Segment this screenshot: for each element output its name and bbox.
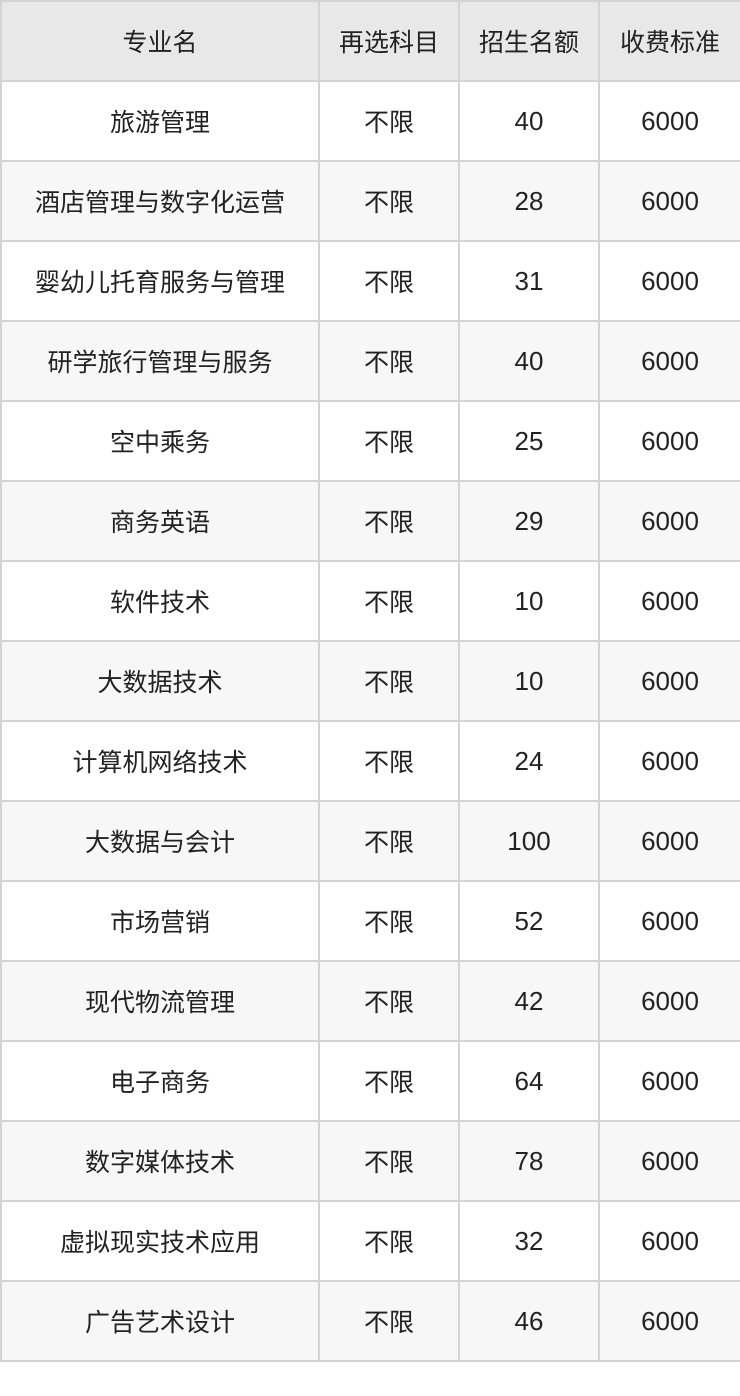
fee-cell: 6000: [598, 80, 740, 162]
subject-requirement-cell: 不限: [318, 640, 460, 722]
quota-cell: 40: [458, 80, 600, 162]
header-quota: 招生名额: [458, 0, 600, 82]
table-row: 商务英语 不限 29 6000: [0, 480, 740, 562]
quota-cell: 100: [458, 800, 600, 882]
quota-cell: 78: [458, 1120, 600, 1202]
major-name-cell: 婴幼儿托育服务与管理: [0, 240, 320, 322]
subject-requirement-cell: 不限: [318, 80, 460, 162]
table-row: 酒店管理与数字化运营 不限 28 6000: [0, 160, 740, 242]
header-subjects: 再选科目: [318, 0, 460, 82]
subject-requirement-cell: 不限: [318, 1280, 460, 1362]
quota-cell: 29: [458, 480, 600, 562]
header-row: 专业名 再选科目 招生名额 收费标准: [0, 0, 740, 82]
table-row: 计算机网络技术 不限 24 6000: [0, 720, 740, 802]
table-row: 广告艺术设计 不限 46 6000: [0, 1280, 740, 1362]
major-name-cell: 大数据技术: [0, 640, 320, 722]
subject-requirement-cell: 不限: [318, 160, 460, 242]
major-name-cell: 空中乘务: [0, 400, 320, 482]
major-name-cell: 旅游管理: [0, 80, 320, 162]
subject-requirement-cell: 不限: [318, 480, 460, 562]
table-row: 大数据技术 不限 10 6000: [0, 640, 740, 722]
table-row: 市场营销 不限 52 6000: [0, 880, 740, 962]
table-row: 旅游管理 不限 40 6000: [0, 80, 740, 162]
fee-cell: 6000: [598, 1280, 740, 1362]
table-row: 婴幼儿托育服务与管理 不限 31 6000: [0, 240, 740, 322]
fee-cell: 6000: [598, 1040, 740, 1122]
subject-requirement-cell: 不限: [318, 320, 460, 402]
fee-cell: 6000: [598, 640, 740, 722]
fee-cell: 6000: [598, 320, 740, 402]
subject-requirement-cell: 不限: [318, 1200, 460, 1282]
fee-cell: 6000: [598, 400, 740, 482]
subject-requirement-cell: 不限: [318, 1040, 460, 1122]
table-row: 现代物流管理 不限 42 6000: [0, 960, 740, 1042]
subject-requirement-cell: 不限: [318, 560, 460, 642]
table-row: 大数据与会计 不限 100 6000: [0, 800, 740, 882]
subject-requirement-cell: 不限: [318, 800, 460, 882]
quota-cell: 24: [458, 720, 600, 802]
fee-cell: 6000: [598, 720, 740, 802]
fee-cell: 6000: [598, 1200, 740, 1282]
quota-cell: 28: [458, 160, 600, 242]
fee-cell: 6000: [598, 880, 740, 962]
quota-cell: 32: [458, 1200, 600, 1282]
fee-cell: 6000: [598, 160, 740, 242]
table-row: 虚拟现实技术应用 不限 32 6000: [0, 1200, 740, 1282]
fee-cell: 6000: [598, 480, 740, 562]
subject-requirement-cell: 不限: [318, 1120, 460, 1202]
fee-cell: 6000: [598, 1120, 740, 1202]
table-row: 电子商务 不限 64 6000: [0, 1040, 740, 1122]
fee-cell: 6000: [598, 560, 740, 642]
quota-cell: 10: [458, 640, 600, 722]
table-row: 空中乘务 不限 25 6000: [0, 400, 740, 482]
header-major: 专业名: [0, 0, 320, 82]
table-row: 软件技术 不限 10 6000: [0, 560, 740, 642]
table-row: 数字媒体技术 不限 78 6000: [0, 1120, 740, 1202]
major-name-cell: 虚拟现实技术应用: [0, 1200, 320, 1282]
fee-cell: 6000: [598, 240, 740, 322]
header-fee: 收费标准: [598, 0, 740, 82]
quota-cell: 31: [458, 240, 600, 322]
major-name-cell: 现代物流管理: [0, 960, 320, 1042]
major-name-cell: 电子商务: [0, 1040, 320, 1122]
fee-cell: 6000: [598, 800, 740, 882]
quota-cell: 52: [458, 880, 600, 962]
major-name-cell: 研学旅行管理与服务: [0, 320, 320, 402]
major-name-cell: 广告艺术设计: [0, 1280, 320, 1362]
major-name-cell: 市场营销: [0, 880, 320, 962]
major-name-cell: 酒店管理与数字化运营: [0, 160, 320, 242]
table-row: 研学旅行管理与服务 不限 40 6000: [0, 320, 740, 402]
quota-cell: 64: [458, 1040, 600, 1122]
major-name-cell: 商务英语: [0, 480, 320, 562]
major-name-cell: 计算机网络技术: [0, 720, 320, 802]
major-name-cell: 数字媒体技术: [0, 1120, 320, 1202]
quota-cell: 46: [458, 1280, 600, 1362]
subject-requirement-cell: 不限: [318, 400, 460, 482]
quota-cell: 42: [458, 960, 600, 1042]
subject-requirement-cell: 不限: [318, 240, 460, 322]
major-name-cell: 软件技术: [0, 560, 320, 642]
quota-cell: 40: [458, 320, 600, 402]
subject-requirement-cell: 不限: [318, 880, 460, 962]
majors-table: 专业名 再选科目 招生名额 收费标准 旅游管理 不限 40 6000 酒店管理与数字化运…: [0, 0, 740, 1362]
fee-cell: 6000: [598, 960, 740, 1042]
quota-cell: 10: [458, 560, 600, 642]
quota-cell: 25: [458, 400, 600, 482]
subject-requirement-cell: 不限: [318, 960, 460, 1042]
subject-requirement-cell: 不限: [318, 720, 460, 802]
major-name-cell: 大数据与会计: [0, 800, 320, 882]
